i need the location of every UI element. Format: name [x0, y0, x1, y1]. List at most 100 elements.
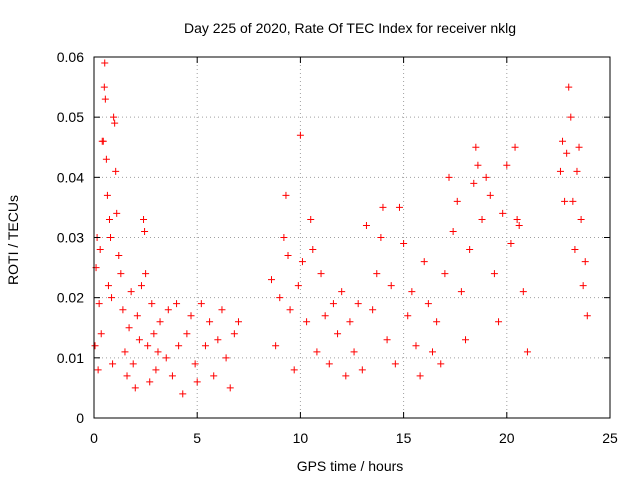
data-point [294, 282, 302, 290]
data-point [97, 330, 105, 338]
data-point [391, 360, 399, 368]
data-point [559, 137, 567, 145]
data-point [102, 155, 110, 163]
data-point [377, 234, 385, 241]
data-point [416, 372, 424, 380]
data-point [94, 366, 102, 374]
data-point [338, 288, 346, 296]
data-point [400, 240, 408, 248]
data-point [121, 348, 129, 356]
x-axis-label: GPS time / hours [297, 458, 404, 474]
data-point [113, 209, 121, 217]
data-point [191, 360, 199, 368]
data-point [129, 360, 137, 368]
data-point [100, 83, 108, 91]
y-tick-label: 0.03 [57, 230, 84, 246]
data-point [150, 330, 158, 338]
data-point [282, 191, 290, 199]
data-point [234, 318, 242, 326]
data-point [383, 336, 391, 344]
y-tick-label: 0 [76, 410, 84, 426]
data-point [563, 149, 571, 157]
x-tick-label: 5 [193, 430, 201, 446]
data-point [373, 270, 381, 278]
data-point [230, 330, 238, 338]
data-point [154, 348, 162, 356]
data-point [156, 318, 164, 326]
data-point [515, 221, 523, 229]
data-point [210, 372, 218, 380]
data-point [303, 318, 311, 326]
data-point [296, 131, 304, 139]
data-point [513, 215, 521, 223]
data-point [412, 342, 420, 350]
data-point [115, 252, 123, 260]
data-point [162, 354, 170, 362]
data-point [104, 282, 112, 290]
data-point [193, 378, 201, 386]
data-point [286, 306, 294, 314]
x-tick-label: 0 [90, 430, 98, 446]
data-point [164, 306, 172, 314]
y-tick-label: 0.01 [57, 350, 84, 366]
data-point [127, 288, 135, 296]
plot-frame [93, 56, 611, 419]
x-tick-label: 15 [396, 430, 412, 446]
data-point [141, 227, 149, 235]
data-point [561, 197, 569, 205]
data-point [470, 179, 478, 187]
data-point [313, 348, 321, 356]
data-point [290, 366, 298, 374]
data-point [222, 354, 230, 362]
data-point [577, 215, 585, 223]
data-point [433, 318, 441, 326]
data-point [428, 348, 436, 356]
data-point [144, 342, 152, 350]
data-point [101, 59, 109, 67]
data-point [583, 312, 591, 320]
data-point [499, 209, 507, 217]
data-point [101, 95, 109, 103]
data-point [466, 246, 474, 254]
data-point [486, 191, 494, 199]
data-point [307, 215, 315, 223]
data-point [579, 282, 587, 290]
data-point [112, 167, 120, 175]
data-point [503, 161, 511, 169]
y-tick-label: 0.04 [57, 169, 84, 185]
data-point [152, 366, 160, 374]
data-point [268, 276, 276, 284]
data-point [123, 372, 131, 380]
data-point [424, 300, 432, 308]
data-point [280, 234, 288, 241]
data-point [581, 258, 589, 266]
data-point [125, 324, 133, 332]
data-point [507, 240, 515, 248]
data-points [91, 59, 591, 398]
x-tick-label: 10 [293, 430, 309, 446]
data-point [573, 167, 581, 175]
data-point [478, 215, 486, 223]
y-tick-label: 0.05 [57, 109, 84, 125]
data-point [183, 330, 191, 338]
data-point [575, 143, 583, 151]
data-point [214, 336, 222, 344]
data-point [107, 234, 115, 241]
data-point [103, 191, 111, 199]
data-point [173, 300, 181, 308]
data-point [571, 246, 579, 254]
data-point [404, 312, 412, 320]
data-point [329, 300, 337, 308]
data-point [567, 113, 575, 121]
data-point [445, 173, 453, 181]
data-point [474, 161, 482, 169]
data-point [91, 342, 99, 350]
data-point [218, 306, 226, 314]
data-point [462, 336, 470, 344]
data-point [346, 318, 354, 326]
data-point [140, 215, 148, 223]
data-point [168, 372, 176, 380]
data-point [131, 384, 139, 392]
data-point [420, 258, 428, 266]
